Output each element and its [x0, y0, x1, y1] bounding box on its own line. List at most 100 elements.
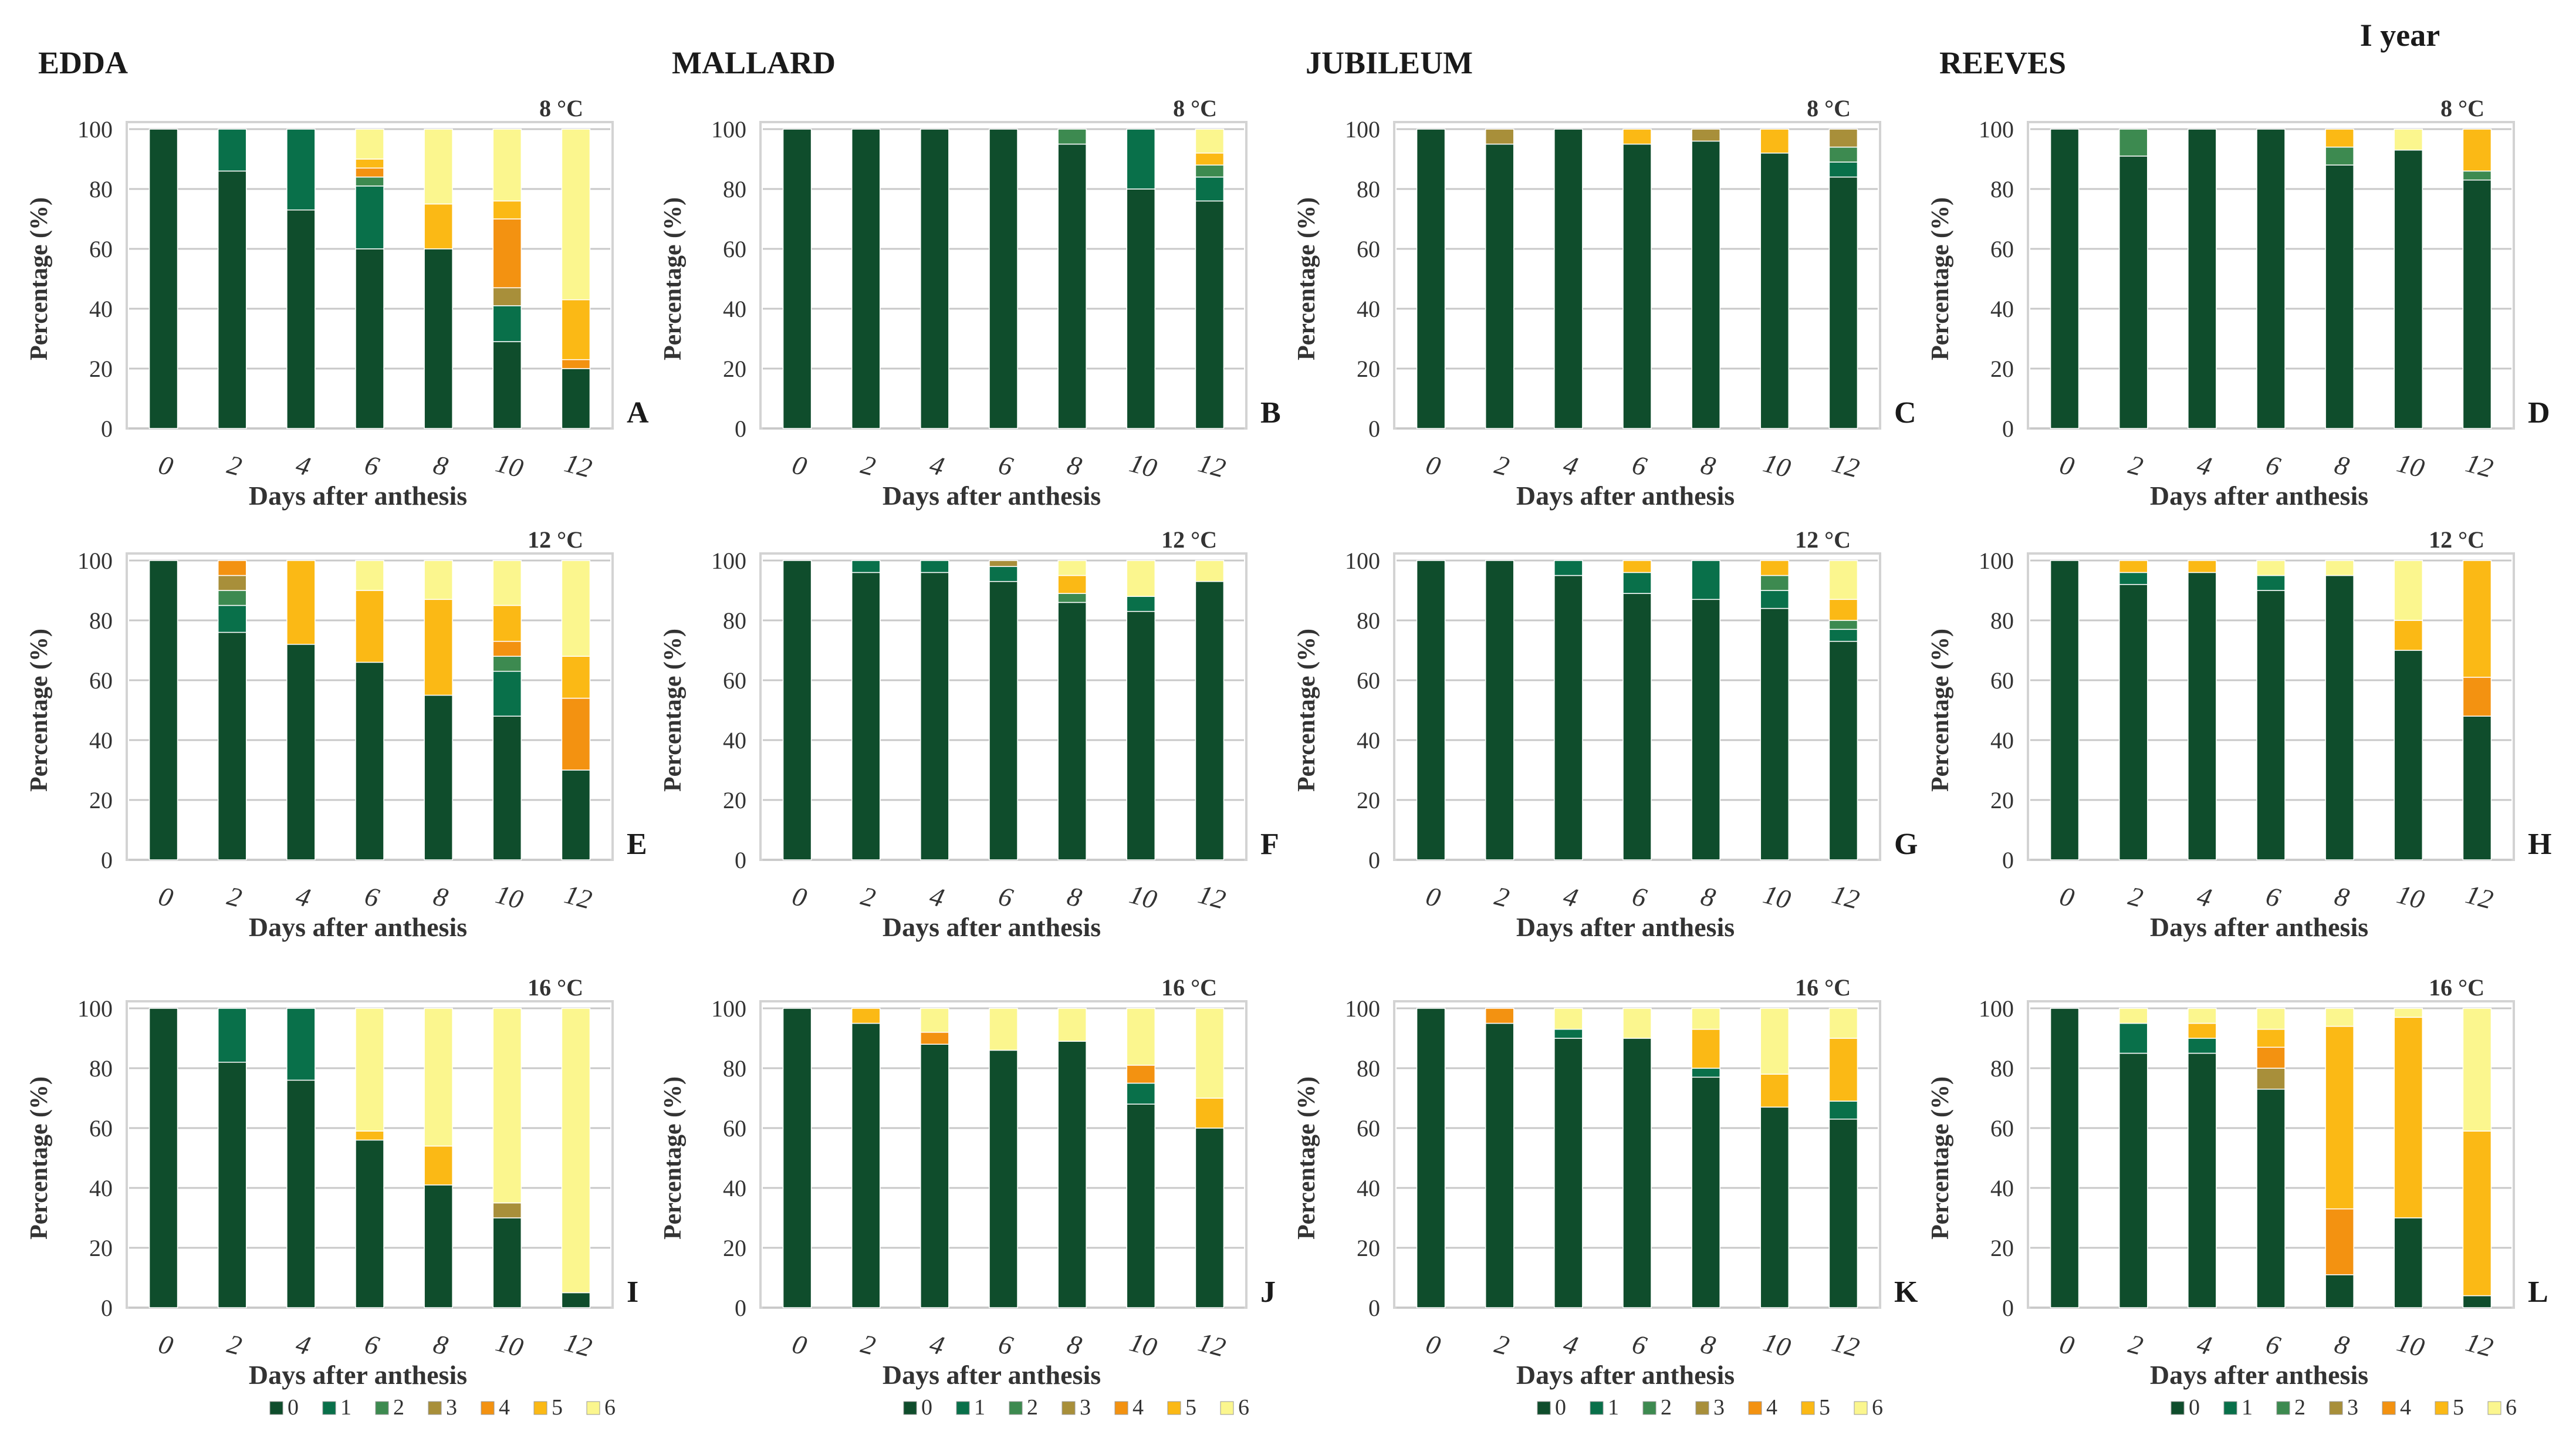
y-tick-label: 80 [723, 176, 746, 202]
y-tick-label: 0 [2002, 416, 2014, 442]
bar-segment-I-4-class-0 [286, 1079, 316, 1308]
y-tick-label: 20 [1357, 356, 1380, 382]
legend-label: 6 [1238, 1395, 1249, 1420]
y-tick-label: 80 [89, 1055, 113, 1082]
bar-segment-A-10-class-4 [492, 218, 522, 289]
legend-label: 1 [974, 1395, 985, 1420]
x-tick-label: 2 [858, 880, 878, 913]
x-tick-label: 12 [2463, 1326, 2497, 1362]
bar-segment-K-4-class-6 [1554, 1008, 1583, 1030]
bar-segment-F-8-class-6 [1057, 560, 1087, 576]
variety-title: MALLARD [672, 45, 836, 80]
bar-segment-E-2-class-0 [217, 632, 247, 860]
x-tick-label: 0 [1423, 880, 1443, 913]
y-tick-label: 100 [1345, 995, 1380, 1022]
legend-label: 6 [604, 1395, 616, 1420]
y-axis-label: Percentage (%) [1293, 1076, 1320, 1240]
bar-segment-F-4-class-0 [920, 572, 949, 860]
bar-segment-K-12-class-5 [1828, 1038, 1858, 1102]
x-tick-label: 12 [2463, 879, 2497, 914]
x-tick-label: 10 [2394, 879, 2428, 914]
panel-E: 0 20 40 60 80 100 0 2 4 6 8 10 12 Percentage (%) Days … [26, 526, 647, 942]
bar-segment-J-8-class-6 [1057, 1008, 1087, 1042]
bar-segment-E-10-class-6 [492, 560, 522, 606]
y-tick-label: 40 [1357, 1175, 1380, 1201]
bar-segment-L-8-class-4 [2325, 1208, 2354, 1275]
bar-segment-J-6-class-6 [989, 1008, 1018, 1051]
bar-segment-G-12-class-5 [1828, 599, 1858, 621]
legend-swatch-4 [481, 1401, 495, 1415]
legend-label: 5 [1819, 1395, 1830, 1420]
x-axis-label: Days after anthesis [883, 1360, 1101, 1390]
x-axis-label: Days after anthesis [1516, 912, 1735, 942]
legend-label: 3 [1080, 1395, 1091, 1420]
bar-segment-I-4-class-1 [286, 1008, 316, 1081]
x-tick-label: 2 [224, 1328, 245, 1360]
bar-segment-G-12-class-1 [1828, 629, 1858, 642]
bar-segment-A-12-class-5 [561, 299, 591, 360]
panel-letter: D [2528, 396, 2550, 430]
y-tick-label: 40 [1990, 296, 2014, 322]
y-tick-label: 80 [89, 607, 113, 634]
x-tick-label: 2 [1492, 880, 1512, 913]
bar-segment-L-10-class-6 [2394, 1008, 2423, 1018]
bar-segment-E-12-class-6 [561, 560, 591, 657]
bar-segment-D-8-class-0 [2325, 164, 2354, 429]
x-tick-label: 4 [293, 1328, 313, 1360]
panel-H: 0 20 40 60 80 100 0 2 4 6 8 10 12 Percentage (%) Days … [1927, 526, 2551, 942]
year-label: I year [2360, 18, 2440, 53]
legend-label: 0 [1555, 1395, 1566, 1420]
y-tick-label: 80 [1990, 176, 2014, 202]
panel-B: 0 20 40 60 80 100 0 2 4 6 8 10 12 Percentage (%) Days … [660, 45, 1281, 511]
bar-segment-H-6-class-1 [2256, 575, 2286, 591]
legend: 0 1 2 3 4 5 6 [2171, 1395, 2517, 1420]
bar-segment-K-12-class-1 [1828, 1100, 1858, 1120]
y-axis-label: Percentage (%) [1927, 197, 1954, 360]
x-tick-label: 8 [430, 880, 451, 913]
bar-segment-B-12-class-2 [1195, 164, 1225, 178]
x-tick-label: 6 [2263, 880, 2283, 913]
panel-F: 0 20 40 60 80 100 0 2 4 6 8 10 12 Percentage (%) Days … [660, 526, 1279, 942]
bar-segment-I-2-class-1 [217, 1008, 247, 1063]
bar-segment-B-12-class-1 [1195, 176, 1225, 202]
legend-label: 2 [2294, 1395, 2305, 1420]
bar-segment-E-10-class-5 [492, 605, 522, 642]
bar-segment-L-8-class-6 [2325, 1008, 2354, 1027]
bar-segment-I-8-class-5 [424, 1145, 453, 1186]
bar-segment-L-8-class-5 [2325, 1025, 2354, 1210]
x-tick-label: 6 [995, 1328, 1016, 1360]
panel-letter: J [1260, 1275, 1276, 1309]
bar-segment-J-2-class-0 [851, 1022, 881, 1308]
bar-segment-E-2-class-2 [217, 590, 247, 606]
bar-segment-B-8-class-0 [1057, 143, 1087, 429]
bar-segment-G-6-class-5 [1622, 560, 1652, 573]
bar-segment-F-2-class-1 [851, 560, 881, 573]
y-tick-label: 0 [101, 847, 113, 873]
bar-segment-G-8-class-1 [1691, 560, 1720, 600]
x-axis-label: Days after anthesis [883, 481, 1101, 511]
bar-segment-E-12-class-5 [561, 656, 591, 699]
y-tick-label: 0 [735, 1295, 746, 1321]
bar-segment-H-10-class-6 [2394, 560, 2423, 621]
bar-segment-L-2-class-1 [2118, 1022, 2148, 1054]
bar-segment-E-6-class-6 [355, 560, 384, 591]
bar-segment-H-2-class-5 [2118, 560, 2148, 573]
bar-segment-K-4-class-0 [1554, 1038, 1583, 1308]
bar-segment-A-10-class-3 [492, 287, 522, 306]
bar-segment-F-8-class-2 [1057, 593, 1087, 603]
x-tick-label: 6 [995, 449, 1016, 481]
bar-segment-K-12-class-0 [1828, 1118, 1858, 1308]
bar-segment-L-4-class-0 [2188, 1052, 2217, 1308]
legend-swatch-0 [903, 1401, 917, 1415]
panel-letter: G [1894, 828, 1918, 861]
temperature-label: 12 °C [2429, 526, 2484, 553]
y-tick-label: 20 [1990, 356, 2014, 382]
legend-label: 1 [340, 1395, 351, 1420]
y-tick-label: 100 [77, 995, 113, 1022]
bar-segment-G-4-class-0 [1554, 575, 1583, 860]
y-tick-label: 40 [723, 1175, 746, 1201]
y-axis-label: Percentage (%) [660, 629, 687, 792]
bar-segment-L-12-class-5 [2462, 1130, 2492, 1297]
bar-segment-L-2-class-6 [2118, 1008, 2148, 1024]
bar-segment-K-8-class-6 [1691, 1008, 1720, 1030]
